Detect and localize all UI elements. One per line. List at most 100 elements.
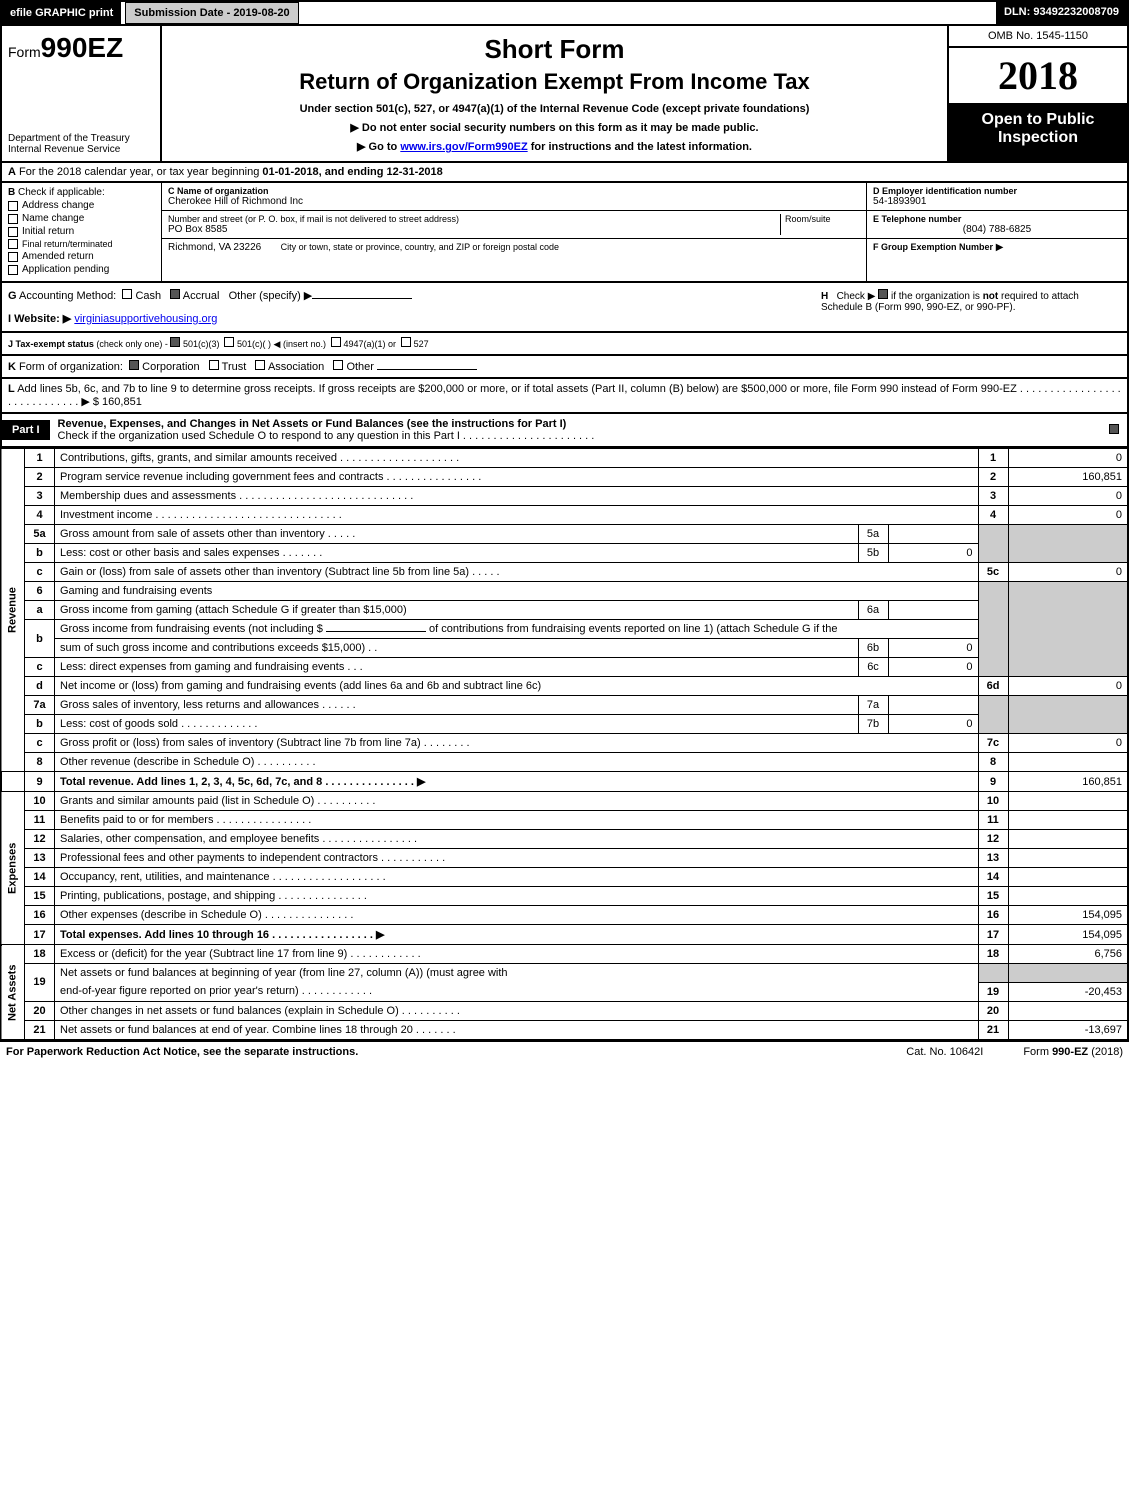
label-k: K — [8, 361, 16, 373]
line-3-num: 3 — [25, 487, 55, 506]
other-specify-input[interactable] — [312, 298, 412, 299]
irs-link[interactable]: www.irs.gov/Form990EZ — [400, 141, 527, 153]
shaded-19 — [978, 964, 1008, 983]
line-4-text: Investment income . . . . . . . . . . . … — [55, 506, 979, 525]
checkbox-527[interactable] — [401, 337, 411, 347]
line-7c-num: c — [25, 734, 55, 753]
city-label: City or town, state or province, country… — [281, 242, 559, 252]
line-6b-text1: Gross income from fundraising events (no… — [55, 620, 979, 639]
checkbox-cash[interactable] — [122, 289, 132, 299]
checkbox-pending[interactable] — [8, 265, 18, 275]
org-name: Cherokee Hill of Richmond Inc — [168, 196, 860, 207]
line-6c-text: Less: direct expenses from gaming and fu… — [55, 658, 859, 677]
line-18-amt: 6,756 — [1008, 945, 1128, 964]
form-number: Form990EZ — [8, 32, 154, 64]
k-opt2: Trust — [222, 361, 247, 373]
line-6a-sn: 6a — [858, 601, 888, 620]
inspection-1: Open to Public — [953, 111, 1123, 129]
row-a-mid: , and ending — [319, 166, 387, 178]
checkbox-address-change[interactable] — [8, 201, 18, 211]
line-7a-num: 7a — [25, 696, 55, 715]
shaded-19-amt — [1008, 964, 1128, 983]
page-footer: For Paperwork Reduction Act Notice, see … — [0, 1041, 1129, 1062]
line-6a-sv — [888, 601, 978, 620]
6b-input[interactable] — [326, 631, 426, 632]
j-opt1: 501(c)(3) — [183, 339, 220, 349]
part-1-check — [1109, 424, 1127, 437]
website-link[interactable]: virginiasupportivehousing.org — [74, 313, 217, 325]
row-a-tax-year: A For the 2018 calendar year, or tax yea… — [0, 163, 1129, 183]
line-9-num: 9 — [25, 772, 55, 792]
chk-label-1: Name change — [22, 213, 84, 224]
line-6-text: Gaming and fundraising events — [55, 582, 979, 601]
line-10-rn: 10 — [978, 792, 1008, 811]
line-6d-num: d — [25, 677, 55, 696]
checkbox-501c3[interactable] — [170, 337, 180, 347]
d-label: D Employer identification number — [873, 186, 1017, 196]
line-6b-num: b — [25, 620, 55, 658]
line-7b-sn: 7b — [858, 715, 888, 734]
line-8-rn: 8 — [978, 753, 1008, 772]
line-5c-text: Gain or (loss) from sale of assets other… — [55, 563, 979, 582]
checkbox-501c[interactable] — [224, 337, 234, 347]
line-5b-sn: 5b — [858, 544, 888, 563]
line-14-num: 14 — [25, 868, 55, 887]
checkbox-other-org[interactable] — [333, 360, 343, 370]
footer-catno: Cat. No. 10642I — [906, 1046, 983, 1058]
checkbox-accrual[interactable] — [170, 289, 180, 299]
line-5c-rn: 5c — [978, 563, 1008, 582]
line-15-amt — [1008, 887, 1128, 906]
line-5a-text: Gross amount from sale of assets other t… — [55, 525, 859, 544]
footer-left: For Paperwork Reduction Act Notice, see … — [6, 1046, 358, 1058]
6b-t1: Gross income from fundraising events (no… — [60, 623, 326, 635]
chk-label-2: Initial return — [22, 226, 74, 237]
line-10-amt — [1008, 792, 1128, 811]
row-h: H Check ▶ if the organization is not req… — [821, 289, 1121, 325]
line-6b-sv: 0 — [888, 639, 978, 658]
line-17-num: 17 — [25, 925, 55, 945]
line-12-amt — [1008, 830, 1128, 849]
efile-print-button[interactable]: efile GRAPHIC print — [2, 2, 121, 24]
org-city: Richmond, VA 23226 — [168, 242, 261, 253]
addr-label: Number and street (or P. O. box, if mail… — [168, 214, 780, 224]
footer-form: Form 990-EZ (2018) — [1023, 1046, 1123, 1058]
checkbox-trust[interactable] — [209, 360, 219, 370]
line-16-num: 16 — [25, 906, 55, 925]
line-17-text: Total expenses. Add lines 10 through 16 … — [55, 925, 979, 945]
row-j: J Tax-exempt status (check only one) - 5… — [0, 333, 1129, 356]
checkbox-final-return[interactable] — [8, 239, 18, 249]
checkbox-corporation[interactable] — [129, 360, 139, 370]
label-h: H — [821, 291, 828, 302]
l-value: 160,851 — [102, 396, 142, 408]
checkbox-initial-return[interactable] — [8, 227, 18, 237]
row-g: G Accounting Method: Cash Accrual Other … — [8, 289, 821, 325]
line-15-rn: 15 — [978, 887, 1008, 906]
h-not: not — [983, 291, 999, 302]
org-address: PO Box 8585 — [168, 224, 780, 235]
line-16-rn: 16 — [978, 906, 1008, 925]
chk-label-4: Amended return — [22, 251, 94, 262]
checkbox-name-change[interactable] — [8, 214, 18, 224]
checkbox-schedule-o[interactable] — [1109, 424, 1119, 434]
row-gh: G Accounting Method: Cash Accrual Other … — [0, 283, 1129, 333]
j-opt4: 527 — [414, 339, 429, 349]
goto-pre: ▶ Go to — [357, 141, 400, 153]
checkbox-amended[interactable] — [8, 252, 18, 262]
line-13-amt — [1008, 849, 1128, 868]
line-4-num: 4 — [25, 506, 55, 525]
line-21-rn: 21 — [978, 1020, 1008, 1040]
line-21-amt: -13,697 — [1008, 1020, 1128, 1040]
line-17-b: Total expenses. Add lines 10 through 16 … — [60, 929, 384, 941]
checkbox-sched-b[interactable] — [878, 289, 888, 299]
chk-label-5: Application pending — [22, 264, 109, 275]
line-12-num: 12 — [25, 830, 55, 849]
line-6c-sn: 6c — [858, 658, 888, 677]
line-21-text: Net assets or fund balances at end of ye… — [55, 1020, 979, 1040]
checkbox-association[interactable] — [255, 360, 265, 370]
line-15-num: 15 — [25, 887, 55, 906]
line-20-rn: 20 — [978, 1001, 1008, 1020]
other-org-input[interactable] — [377, 369, 477, 370]
checkbox-4947[interactable] — [331, 337, 341, 347]
subtitle: Under section 501(c), 527, or 4947(a)(1)… — [170, 103, 939, 115]
line-6d-text: Net income or (loss) from gaming and fun… — [55, 677, 979, 696]
